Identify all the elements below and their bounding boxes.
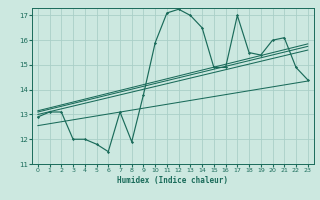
X-axis label: Humidex (Indice chaleur): Humidex (Indice chaleur) (117, 176, 228, 185)
